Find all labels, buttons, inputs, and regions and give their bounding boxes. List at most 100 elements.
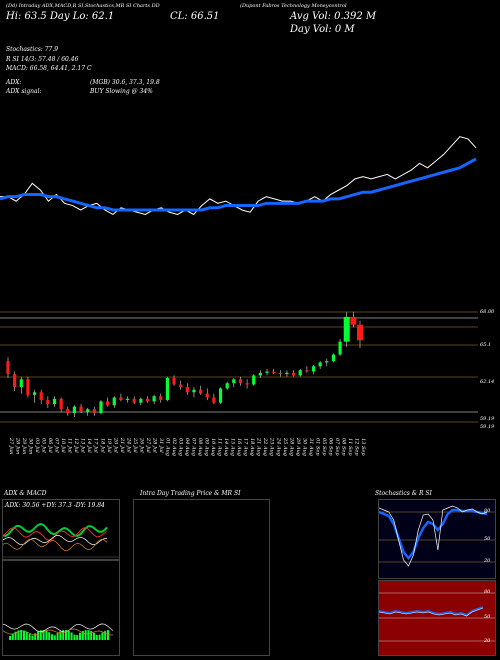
candle-body	[185, 387, 189, 393]
adx-readout: ADX: 30.56 +DY: 37.3 -DY: 19.84	[5, 502, 105, 509]
moving-average-line	[0, 157, 477, 212]
candle-body	[311, 366, 316, 372]
candle-body	[218, 388, 223, 403]
macd-histogram-bar	[107, 630, 109, 640]
macd-histogram-bar	[23, 630, 25, 640]
date-label: 25 Jul	[132, 437, 138, 453]
macd-histogram-bar	[53, 635, 56, 640]
rsi-panel: 80 50 20	[378, 580, 496, 656]
upper-line-chart	[0, 136, 477, 216]
candlesticks	[6, 311, 363, 417]
candle-body	[6, 361, 10, 375]
candle-body	[165, 378, 169, 401]
macd-histogram-bar	[81, 631, 84, 640]
macd-histogram-bar	[101, 632, 104, 640]
macd-histogram-bar	[39, 630, 42, 640]
date-label: 05 Jul	[41, 438, 47, 453]
chart-title-right: (Dupont Fabros Technology Moneycontrol	[240, 3, 347, 9]
avg-vol-text: Avg Vol: 0.392 M	[290, 11, 377, 22]
date-label: 03 Jul	[34, 438, 40, 453]
candle-body	[13, 374, 17, 388]
candle-body	[265, 371, 269, 373]
macd-histogram-bar	[37, 631, 39, 640]
stoch-axis-label: 20	[484, 558, 491, 564]
date-label: 31 Aug	[308, 438, 314, 456]
macd-histogram-bar	[98, 634, 101, 640]
date-label: 11 Jul	[67, 438, 73, 453]
macd-histogram-bar	[93, 632, 95, 640]
price-gridlines	[0, 311, 478, 423]
stoch-rsi-title: Stochastics & R SI	[375, 490, 432, 497]
price-axis-label: 59.19	[480, 416, 495, 422]
date-label: 18 Aug	[249, 438, 255, 456]
macd-histogram-bar	[62, 630, 65, 640]
mrsi-line	[379, 607, 484, 617]
price-axis-label: 62.14	[480, 379, 495, 385]
candle-body	[325, 361, 329, 363]
adx-macd-title: ADX & MACD	[4, 490, 47, 497]
date-label: 27 Jul	[145, 437, 151, 453]
plus-di-line	[3, 522, 108, 537]
date-label: 09 Aug	[204, 438, 210, 456]
macd-histogram-bar	[104, 630, 107, 640]
date-label: 07 Jul	[54, 438, 60, 453]
date-label: 21 Aug	[256, 437, 262, 456]
candle-body	[357, 324, 363, 341]
rsi-line	[379, 606, 484, 617]
macd-histogram-bar	[14, 631, 17, 640]
macd-histogram-bar	[48, 632, 51, 640]
date-label: 13 Jul	[80, 438, 86, 453]
rsi-lines	[379, 592, 495, 642]
date-label: 01 Aug	[164, 438, 170, 456]
adx-macd-panel: ADX: 30.56 +DY: 37.3 -DY: 19.84	[2, 499, 120, 656]
date-label: 20 Jul	[112, 437, 118, 453]
stochastics-panel: 80 50 20	[378, 499, 496, 579]
macd-histogram-bar	[28, 633, 31, 640]
macd-histogram-bar	[76, 634, 79, 640]
macd-histogram-bar	[17, 630, 20, 640]
candle-body	[32, 392, 37, 395]
rsi-axis-label: 20	[484, 638, 491, 644]
candle-body	[199, 389, 203, 394]
date-label: 29 Aug	[295, 437, 301, 456]
candle-body	[132, 398, 136, 403]
candle-body	[272, 371, 276, 373]
date-label: 17 Aug	[243, 438, 249, 456]
price-line	[0, 136, 477, 216]
date-label: 29 Jun	[21, 437, 27, 454]
close-text: CL: 66.51	[170, 11, 220, 22]
date-label: 06 Jul	[47, 438, 53, 453]
macd-text: MACD: 66.58, 64.41, 2.17 C	[6, 65, 92, 72]
candle-body	[159, 396, 163, 401]
macd-histogram-bar	[45, 630, 48, 640]
candle-body	[205, 393, 209, 398]
date-label: 16 Aug	[236, 438, 242, 456]
adx-signal-value: BUY Slowing @ 34%	[90, 88, 153, 95]
candle-body	[350, 316, 357, 325]
macd-histogram-bar	[31, 635, 34, 640]
candle-body	[258, 372, 262, 376]
macd-histogram-bar	[34, 633, 37, 640]
date-label: 28 Jun	[15, 437, 21, 454]
candle-body	[99, 401, 103, 414]
date-label: 28 Aug	[288, 437, 294, 456]
macd-histogram-bar	[20, 630, 23, 640]
date-label: 18 Jul	[99, 438, 105, 453]
date-label: 26 Jul	[138, 437, 144, 453]
rsi-text: R SI 14/3: 57.48 / 60.46	[6, 56, 79, 63]
rsi-axis-label: 80	[484, 589, 491, 595]
macd-signal-line	[3, 628, 114, 636]
stoch-k-line	[379, 505, 488, 567]
candle-body	[152, 396, 156, 402]
date-label: 25 Aug	[282, 437, 288, 456]
date-label: 31 Jul	[158, 438, 164, 453]
price-axis-label: 59.19	[480, 424, 495, 430]
date-label: 24 Jul	[125, 437, 131, 453]
date-label: 12 Sep	[353, 438, 359, 456]
candle-body	[285, 372, 289, 375]
stochastics-lines	[379, 505, 495, 567]
rsi-axis-label: 50	[484, 614, 491, 620]
candle-body	[46, 400, 50, 404]
main-chart: 27 Jun 28 Jun 29 Jun 30 Jun 03 Jul 05 Jul 06 J…	[0, 136, 478, 456]
macd-histogram-bar	[79, 632, 81, 640]
